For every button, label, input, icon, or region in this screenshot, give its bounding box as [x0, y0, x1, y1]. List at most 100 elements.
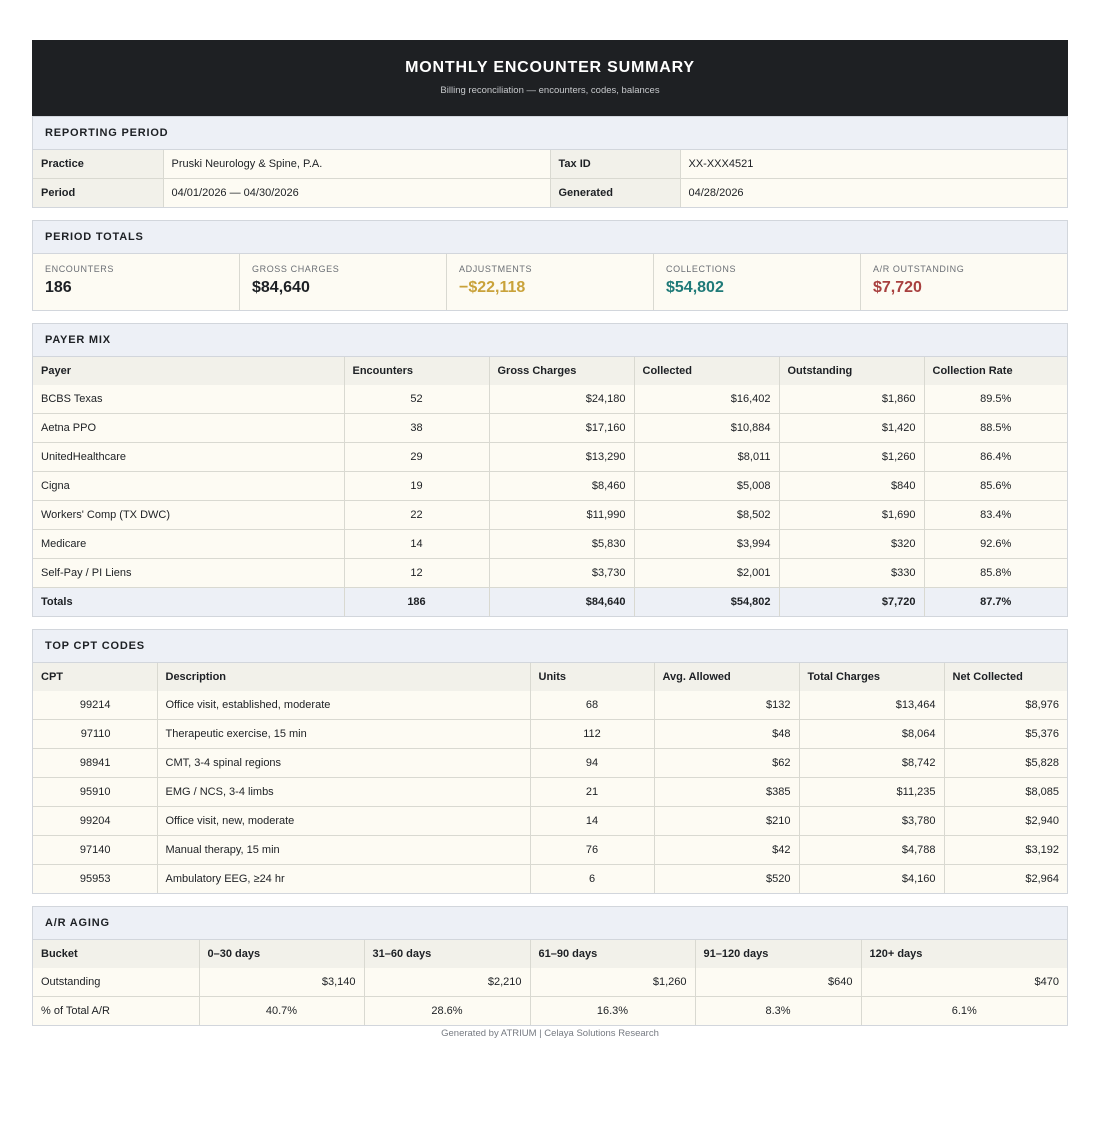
generated-value: 04/28/2026 [679, 178, 1067, 207]
table-cell: 98941 [33, 748, 158, 778]
table-cell: $330 [778, 558, 925, 588]
table-cell: BCBS Texas [33, 385, 345, 414]
table-cell: 22 [343, 500, 490, 530]
table-cell: $3,140 [198, 968, 365, 997]
stat-label: A/R OUTSTANDING [873, 264, 965, 274]
stat-adjustments: ADJUSTMENTS −$22,118 [447, 254, 654, 310]
totals-cell: $7,720 [778, 587, 925, 616]
table-cell: $470 [860, 968, 1067, 997]
cpt-codes-table: CPT Description Units Avg. Allowed Total Cha… [33, 663, 1067, 893]
table-cell: $2,940 [943, 806, 1067, 836]
stat-label: ENCOUNTERS [45, 264, 115, 274]
table-cell: $320 [778, 529, 925, 559]
table-cell: 28.6% [363, 996, 531, 1025]
table-cell: $8,460 [488, 471, 635, 501]
table-row: Medicare 14 $5,830 $3,994 $320 92.6% [33, 529, 1067, 559]
table-cell: 14 [343, 529, 490, 559]
table-cell: 21 [529, 777, 655, 807]
table-row: 95953 Ambulatory EEG, ≥24 hr 6 $520 $4,160 $2… [33, 864, 1067, 893]
stats-row: ENCOUNTERS 186 GROSS CHARGES $84,640 ADJ… [33, 254, 1067, 310]
taxid-value: XX-XXX4521 [679, 150, 1067, 179]
table-cell: $132 [653, 691, 800, 720]
totals-cell: $54,802 [633, 587, 780, 616]
table-cell: $1,260 [778, 442, 925, 472]
table-cell: Medicare [33, 529, 345, 559]
table-row: 99214 Office visit, established, moderate… [33, 691, 1067, 720]
table-cell: 19 [343, 471, 490, 501]
totals-cell: Totals [33, 587, 345, 616]
practice-label: Practice [33, 150, 164, 179]
table-row: 99204 Office visit, new, moderate 14 $210 $3… [33, 806, 1067, 836]
table-cell: $1,690 [778, 500, 925, 530]
report-title: MONTHLY ENCOUNTER SUMMARY [405, 59, 695, 76]
stat-collections: COLLECTIONS $54,802 [654, 254, 861, 310]
table-row: BCBS Texas 52 $24,180 $16,402 $1,860 89.5% [33, 385, 1067, 414]
totals-cell: 87.7% [923, 587, 1067, 616]
table-cell: $5,830 [488, 529, 635, 559]
ar-aging-table: Bucket 0–30 days 31–60 days 61–90 days 91–12… [33, 940, 1067, 1025]
table-cell: $5,008 [633, 471, 780, 501]
table-row: Aetna PPO 38 $17,160 $10,884 $1,420 88.5% [33, 413, 1067, 443]
table-cell: 85.8% [923, 558, 1067, 588]
table-cell: $1,420 [778, 413, 925, 443]
table-cell: $48 [653, 719, 800, 749]
reporting-period-table: Practice Pruski Neurology & Spine, P.A. … [33, 150, 1067, 207]
payer-mix-table: Payer Encounters Gross Charges Collected Out… [33, 357, 1067, 616]
table-row: Period 04/01/2026 — 04/30/2026 Generated… [33, 178, 1067, 207]
stat-encounters: ENCOUNTERS 186 [33, 254, 240, 310]
table-cell: $210 [653, 806, 800, 836]
stat-gross-charges: GROSS CHARGES $84,640 [240, 254, 447, 310]
table-cell: EMG / NCS, 3-4 limbs [156, 777, 531, 807]
column-header: Bucket [33, 940, 200, 968]
table-row: 97140 Manual therapy, 15 min 76 $42 $4,788 $3… [33, 835, 1067, 865]
table-cell: $2,210 [363, 968, 531, 997]
stat-label: GROSS CHARGES [252, 264, 340, 274]
table-cell: $8,064 [798, 719, 945, 749]
table-row: Workers' Comp (TX DWC) 22 $11,990 $8,502 $1,… [33, 500, 1067, 530]
table-cell: 95953 [33, 864, 158, 893]
column-header: 0–30 days [198, 940, 365, 968]
column-header: Encounters [343, 357, 490, 385]
column-header: Description [156, 663, 531, 691]
table-cell: 12 [343, 558, 490, 588]
stat-value: $54,802 [666, 279, 724, 296]
table-cell: Self-Pay / PI Liens [33, 558, 345, 588]
table-row: Cigna 19 $8,460 $5,008 $840 85.6% [33, 471, 1067, 501]
table-cell: 85.6% [923, 471, 1067, 501]
table-cell: Aetna PPO [33, 413, 345, 443]
report-header: MONTHLY ENCOUNTER SUMMARY Billing reconc… [32, 40, 1068, 116]
column-header: Net Collected [943, 663, 1067, 691]
reporting-period-section: REPORTING PERIOD Practice Pruski Neurolo… [32, 116, 1068, 208]
table-cell: 89.5% [923, 385, 1067, 414]
table-row: Practice Pruski Neurology & Spine, P.A. … [33, 150, 1067, 179]
table-cell: Cigna [33, 471, 345, 501]
table-cell: UnitedHealthcare [33, 442, 345, 472]
section-heading: TOP CPT CODES [33, 630, 1067, 663]
table-row: Self-Pay / PI Liens 12 $3,730 $2,001 $330 85.… [33, 558, 1067, 588]
table-cell: $1,260 [529, 968, 696, 997]
table-header-row: CPT Description Units Avg. Allowed Total Cha… [33, 663, 1067, 691]
practice-value: Pruski Neurology & Spine, P.A. [162, 150, 551, 179]
totals-cell: $84,640 [488, 587, 635, 616]
column-header: 120+ days [860, 940, 1067, 968]
column-header: 61–90 days [529, 940, 696, 968]
table-cell: $42 [653, 835, 800, 865]
table-cell: 97140 [33, 835, 158, 865]
stat-value: $84,640 [252, 279, 310, 296]
table-cell: $11,990 [488, 500, 635, 530]
table-cell: $8,085 [943, 777, 1067, 807]
table-cell: $10,884 [633, 413, 780, 443]
table-header-row: Bucket 0–30 days 31–60 days 61–90 days 91–12… [33, 940, 1067, 968]
table-cell: $4,788 [798, 835, 945, 865]
column-header: Collected [633, 357, 780, 385]
table-cell: 112 [529, 719, 655, 749]
column-header: Total Charges [798, 663, 945, 691]
table-cell: $5,376 [943, 719, 1067, 749]
report-page: MONTHLY ENCOUNTER SUMMARY Billing reconc… [32, 40, 1068, 1038]
table-cell: $8,976 [943, 691, 1067, 720]
table-cell: 14 [529, 806, 655, 836]
table-cell: Manual therapy, 15 min [156, 835, 531, 865]
table-cell: 88.5% [923, 413, 1067, 443]
table-cell: 68 [529, 691, 655, 720]
totals-cell: 186 [343, 587, 490, 616]
